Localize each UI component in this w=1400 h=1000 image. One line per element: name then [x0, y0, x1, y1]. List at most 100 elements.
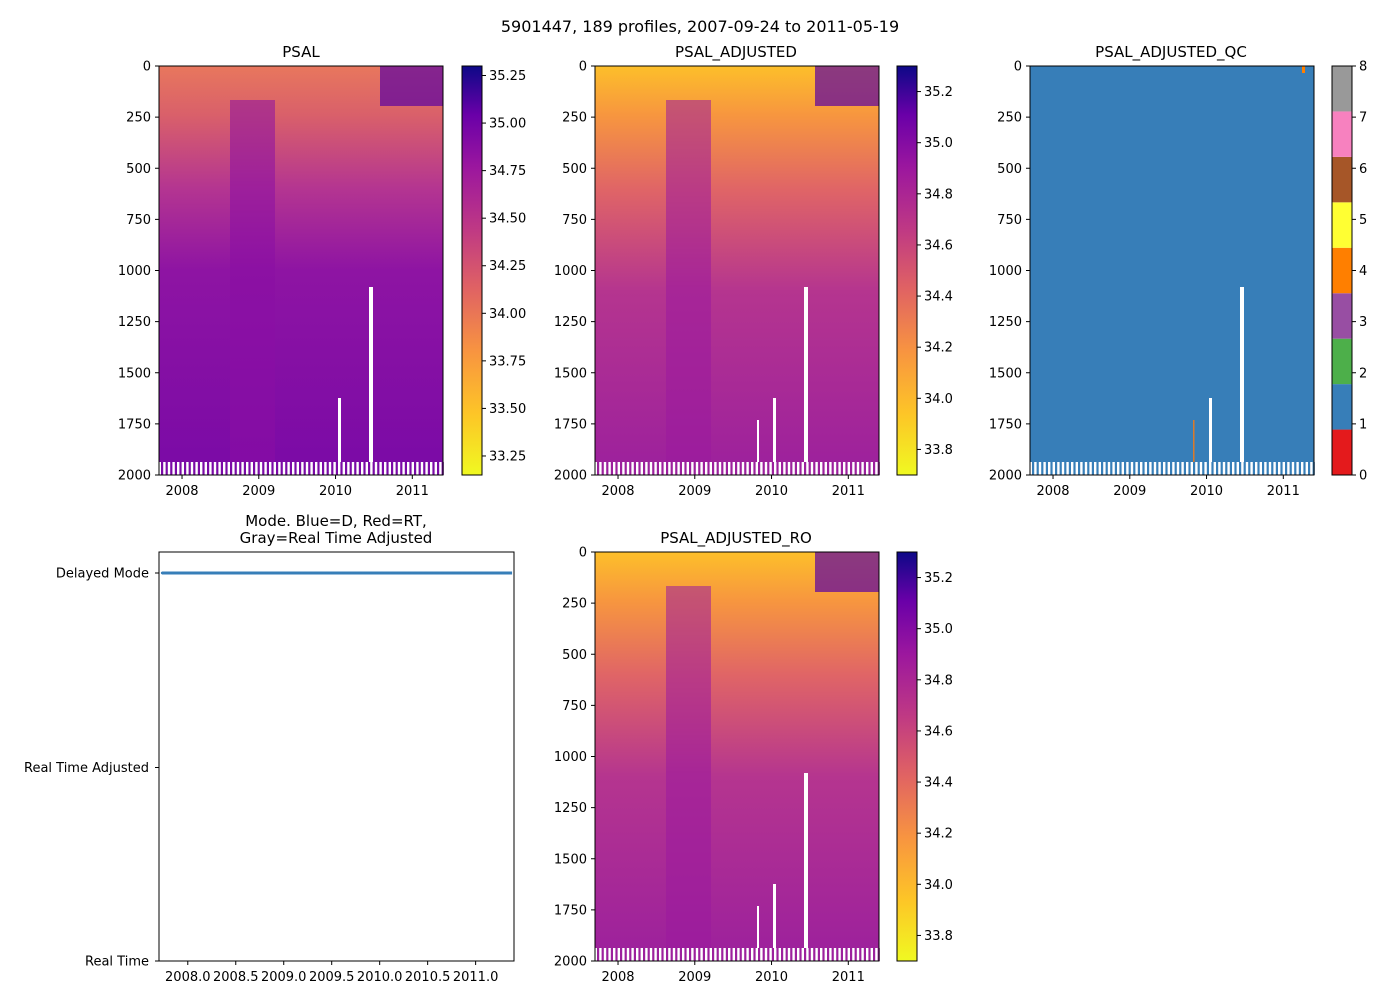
- profile-tail: [1294, 462, 1297, 475]
- profile-tail: [615, 462, 618, 475]
- mode-point: [276, 571, 279, 575]
- profile-tail: [831, 948, 834, 961]
- mode-point: [215, 571, 219, 575]
- y-axis: 0 250 500 750 1000 1250 1500 1750 2000: [118, 60, 159, 484]
- mode-point: [435, 571, 439, 575]
- profile-tail: [707, 462, 710, 475]
- y-tick-label: 1000: [554, 264, 587, 279]
- profile-tail: [873, 462, 876, 475]
- profile-tail: [1165, 462, 1168, 475]
- data-gap: [369, 287, 373, 475]
- y-tick-label: 1000: [989, 264, 1022, 279]
- mode-point: [490, 571, 494, 575]
- profile-tail: [748, 462, 751, 475]
- y-tick-label: 1250: [554, 315, 587, 330]
- x-tick-label: 2008: [601, 970, 634, 985]
- mode-point: [303, 571, 307, 575]
- profile-tail: [840, 948, 843, 961]
- panel-title: PSAL_ADJUSTED: [675, 43, 797, 62]
- y-tick-label: 1500: [118, 366, 151, 381]
- profile-tail: [656, 462, 659, 475]
- profile-tail: [836, 948, 839, 961]
- profile-tail: [220, 462, 223, 475]
- y-tick-label: 1500: [554, 366, 587, 381]
- profile-tail: [808, 462, 811, 475]
- mode-point: [243, 571, 246, 575]
- profile-tail: [873, 948, 876, 961]
- profile-tail: [1101, 462, 1104, 475]
- profile-tail: [712, 948, 715, 961]
- mode-point: [237, 571, 241, 575]
- x-tick-label: 2011: [396, 484, 429, 499]
- profile-tail: [684, 462, 687, 475]
- profile-tail: [620, 948, 623, 961]
- profile-tail: [414, 462, 417, 475]
- colorbar-segment: [1332, 293, 1352, 339]
- profile-tail: [831, 462, 834, 475]
- colorbar-segment: [1332, 338, 1352, 385]
- profile-tail: [610, 462, 613, 475]
- qc-flag-4-marker: [1302, 66, 1305, 73]
- y-tick-label: 1750: [989, 417, 1022, 432]
- y-category-label: Delayed Mode: [56, 567, 149, 582]
- y-tick-label: 1750: [554, 903, 587, 918]
- profile-tail: [863, 462, 866, 475]
- heatmap-field: [595, 552, 879, 961]
- profile-tail: [817, 948, 820, 961]
- profile-tail: [822, 948, 825, 961]
- profile-tail: [207, 462, 210, 475]
- profile-tail: [400, 462, 403, 475]
- heatmap-band: [230, 100, 275, 465]
- mode-point: [193, 571, 197, 575]
- profile-tail: [427, 462, 430, 475]
- mode-point: [292, 571, 296, 575]
- colorbar-tick-label: 34.4: [924, 776, 953, 791]
- profile-tail: [1243, 462, 1246, 475]
- mode-point: [391, 571, 395, 575]
- profile-tail: [372, 462, 375, 475]
- profile-tail: [1032, 462, 1035, 475]
- qc-flag-4-marker: [1193, 420, 1195, 462]
- profile-tail: [633, 462, 636, 475]
- profile-tail: [381, 462, 384, 475]
- y-tick-label: 1000: [118, 264, 151, 279]
- x-tick-label: 2010: [755, 970, 788, 985]
- colorbar-tick-label: 2: [1359, 366, 1367, 381]
- profile-tail: [679, 948, 682, 961]
- colorbar-tick-label: 34.25: [489, 259, 526, 274]
- x-tick-label: 2011: [1267, 484, 1300, 499]
- colorbar-tick-label: 34.4: [924, 290, 953, 305]
- profile-tail: [624, 462, 627, 475]
- profile-tail: [257, 462, 260, 475]
- profile-tail: [1216, 462, 1219, 475]
- profile-tail: [308, 462, 311, 475]
- profile-tail: [744, 948, 747, 961]
- mode-point: [221, 571, 224, 575]
- profile-tail: [1252, 462, 1255, 475]
- profile-tail: [721, 462, 724, 475]
- colorbar-tick-label: 8: [1359, 60, 1367, 75]
- profile-tail: [1078, 462, 1081, 475]
- profile-tail: [1050, 462, 1053, 475]
- profile-tail: [1073, 462, 1076, 475]
- y-axis: 0 250 500 750 1000 1250 1500 1750 2000: [554, 546, 595, 970]
- colorbar-tick-label: 34.0: [924, 392, 953, 407]
- x-tick-label: 2011: [832, 970, 865, 985]
- y-tick-label: 500: [562, 648, 587, 663]
- colorbar-tick-label: 33.8: [924, 929, 953, 944]
- y-tick-label: 1250: [989, 315, 1022, 330]
- y-tick-label: 250: [126, 111, 151, 126]
- profile-tail: [243, 462, 246, 475]
- profile-tail: [739, 948, 742, 961]
- profile-tail: [661, 462, 664, 475]
- profile-tail: [1137, 462, 1140, 475]
- profile-tail: [225, 462, 228, 475]
- profile-tail: [629, 462, 632, 475]
- colorbar-segment: [1332, 202, 1352, 248]
- y-axis: Delayed Mode Real Time Adjusted Real Time: [24, 567, 159, 970]
- panel-title: PSAL: [282, 43, 320, 61]
- profile-tails: [161, 462, 444, 475]
- profile-tail: [423, 462, 426, 475]
- profile-tail: [647, 948, 650, 961]
- y-tick-label: 2000: [989, 469, 1022, 484]
